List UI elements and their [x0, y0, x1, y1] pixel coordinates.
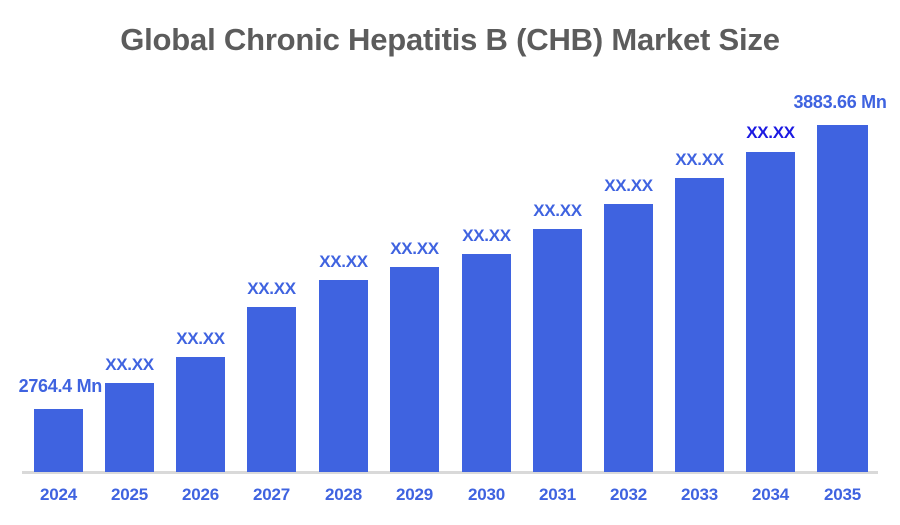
x-tick-label-2029: 2029 — [395, 485, 434, 504]
bar-value-label-2029: XX.XX — [390, 239, 439, 258]
bar-2035[interactable] — [817, 125, 868, 472]
bar-2024[interactable] — [34, 409, 83, 472]
bar-2026[interactable] — [176, 357, 225, 472]
x-tick-label-2031: 2031 — [538, 485, 577, 504]
bar-value-label-2027: XX.XX — [247, 279, 296, 298]
x-tick-label-2033: 2033 — [680, 485, 719, 504]
bar-value-label-2025: XX.XX — [105, 355, 154, 374]
bar-2029[interactable] — [390, 267, 439, 472]
x-tick-label-2025: 2025 — [110, 485, 149, 504]
x-tick-label-2028: 2028 — [324, 485, 363, 504]
bar-2033[interactable] — [675, 178, 724, 472]
page-title: Global Chronic Hepatitis B (CHB) Market … — [120, 22, 780, 57]
x-axis-baseline — [22, 471, 878, 474]
bar-2027[interactable] — [247, 307, 296, 472]
bar-2025[interactable] — [105, 383, 154, 472]
bar-2031[interactable] — [533, 229, 582, 472]
bar-value-label-2033: XX.XX — [675, 150, 724, 169]
bar-value-label-2026: XX.XX — [176, 329, 225, 348]
x-tick-label-2035: 2035 — [823, 485, 862, 504]
bar-2034[interactable] — [746, 152, 795, 472]
bar-2030[interactable] — [462, 254, 511, 472]
bar-value-label-2032: XX.XX — [604, 176, 653, 195]
x-tick-label-2030: 2030 — [467, 485, 506, 504]
bar-value-label-2034: XX.XX — [746, 123, 795, 142]
bar-2028[interactable] — [319, 280, 368, 472]
bar-value-label-2031: XX.XX — [533, 201, 582, 220]
bar-2032[interactable] — [604, 204, 653, 472]
bar-value-label-2035: 3883.66 Mn — [793, 92, 887, 112]
x-tick-label-2024: 2024 — [39, 485, 78, 504]
x-tick-label-2026: 2026 — [181, 485, 220, 504]
bar-value-label-2030: XX.XX — [462, 226, 511, 245]
bar-value-label-2024: 2764.4 Mn — [18, 376, 103, 396]
x-tick-label-2034: 2034 — [751, 485, 790, 504]
x-tick-label-2027: 2027 — [252, 485, 291, 504]
x-tick-label-2032: 2032 — [609, 485, 648, 504]
bar-value-label-2028: XX.XX — [319, 252, 368, 271]
